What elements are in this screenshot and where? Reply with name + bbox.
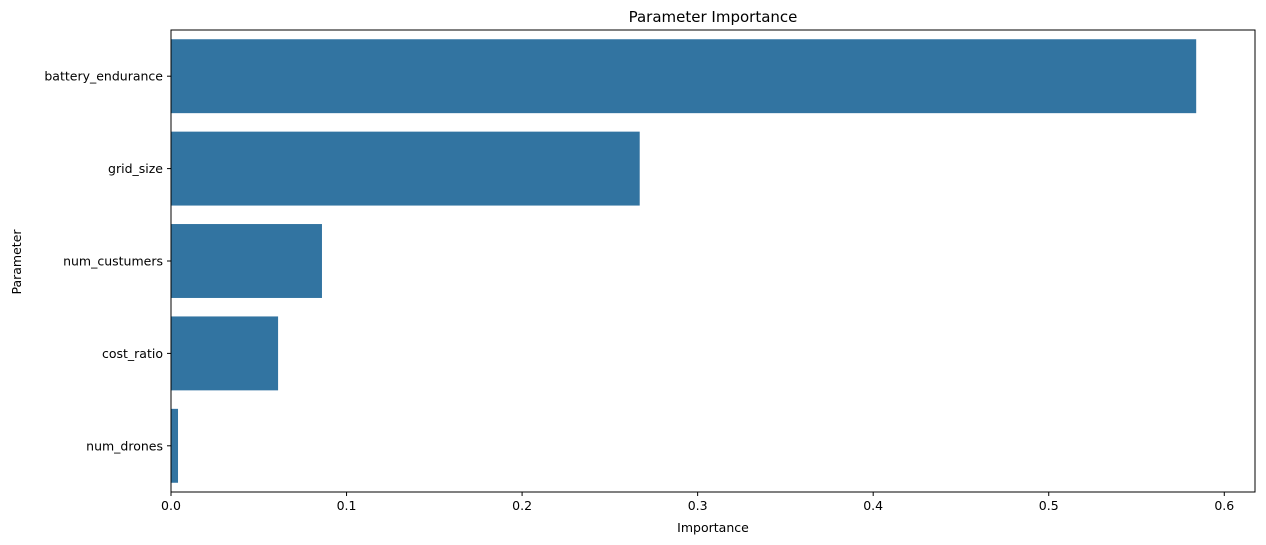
x-tick-label: 0.0 bbox=[161, 498, 181, 513]
y-tick-label: num_custumers bbox=[63, 254, 163, 269]
y-tick-label: battery_endurance bbox=[44, 69, 163, 84]
bar-cost-ratio bbox=[171, 316, 278, 390]
x-tick-label: 0.1 bbox=[337, 498, 357, 513]
y-tick-label: grid_size bbox=[108, 161, 163, 176]
x-tick-label: 0.3 bbox=[688, 498, 708, 513]
chart-title: Parameter Importance bbox=[629, 8, 798, 26]
x-axis-label: Importance bbox=[677, 520, 749, 535]
y-tick-label: num_drones bbox=[86, 438, 163, 453]
x-tick-label: 0.6 bbox=[1214, 498, 1234, 513]
y-tick-label: cost_ratio bbox=[102, 346, 163, 361]
x-tick-label: 0.5 bbox=[1039, 498, 1059, 513]
bar-battery-endurance bbox=[171, 39, 1196, 113]
bar-num-drones bbox=[171, 409, 178, 483]
bar-grid-size bbox=[171, 132, 640, 206]
y-axis-label: Parameter bbox=[9, 229, 24, 295]
bars-group bbox=[171, 39, 1196, 483]
bar-num-custumers bbox=[171, 224, 322, 298]
x-ticks-group: 0.0 0.1 0.2 0.3 0.4 0.5 0.6 bbox=[161, 492, 1234, 513]
x-tick-label: 0.2 bbox=[512, 498, 532, 513]
y-ticks-group: battery_endurance grid_size num_custumersc… bbox=[44, 69, 171, 454]
x-tick-label: 0.4 bbox=[863, 498, 883, 513]
